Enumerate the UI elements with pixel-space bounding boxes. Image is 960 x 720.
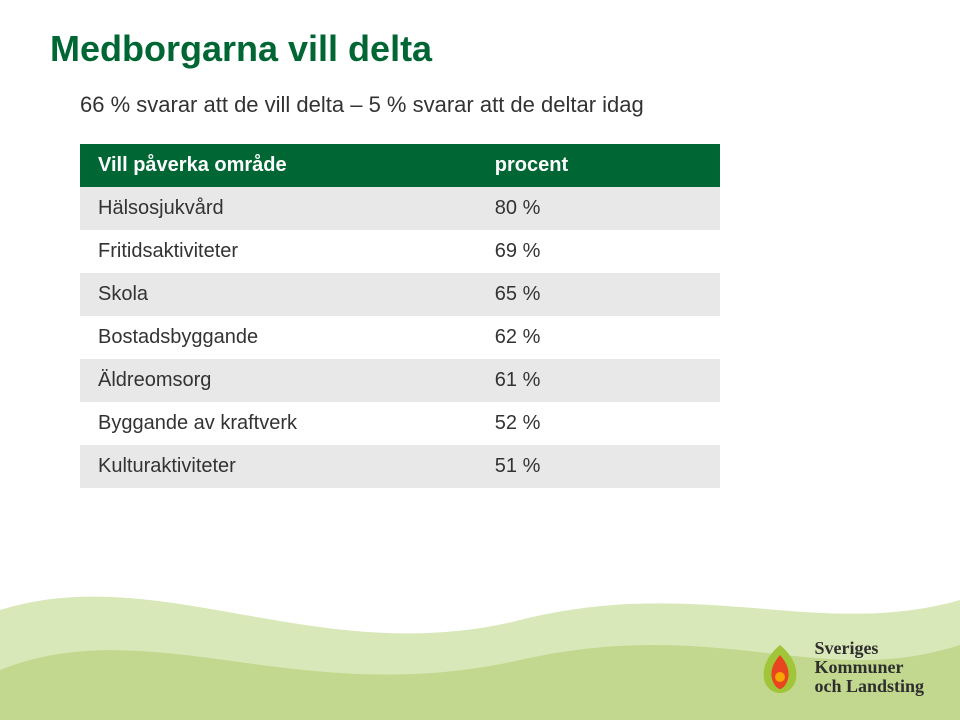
table-cell-area: Kulturaktiviteter <box>80 445 477 488</box>
subtitle: 66 % svarar att de vill delta – 5 % svar… <box>80 92 910 118</box>
table-cell-area: Bostadsbyggande <box>80 316 477 359</box>
table-header-area: Vill påverka område <box>80 144 477 187</box>
table-cell-area: Äldreomsorg <box>80 359 477 402</box>
table-cell-area: Hälsosjukvård <box>80 187 477 230</box>
table-cell-percent: 69 % <box>477 230 720 273</box>
table-cell-percent: 80 % <box>477 187 720 230</box>
page-title: Medborgarna vill delta <box>50 28 910 70</box>
table-cell-percent: 51 % <box>477 445 720 488</box>
table-row: Hälsosjukvård 80 % <box>80 187 720 230</box>
table-header-row: Vill påverka område procent <box>80 144 720 187</box>
logo-line1: Sveriges <box>814 639 924 658</box>
data-table: Vill påverka område procent Hälsosjukvår… <box>80 144 720 488</box>
table-row: Byggande av kraftverk 52 % <box>80 402 720 445</box>
slide: Medborgarna vill delta 66 % svarar att d… <box>0 0 960 720</box>
table-cell-percent: 52 % <box>477 402 720 445</box>
table-cell-area: Skola <box>80 273 477 316</box>
table-row: Fritidsaktiviteter 69 % <box>80 230 720 273</box>
logo-text: Sveriges Kommuner och Landsting <box>814 639 924 696</box>
logo-flame-icon <box>756 641 804 695</box>
table-row: Skola 65 % <box>80 273 720 316</box>
table-cell-percent: 62 % <box>477 316 720 359</box>
table-cell-area: Fritidsaktiviteter <box>80 230 477 273</box>
table-cell-area: Byggande av kraftverk <box>80 402 477 445</box>
table-cell-percent: 61 % <box>477 359 720 402</box>
table-row: Äldreomsorg 61 % <box>80 359 720 402</box>
table-cell-percent: 65 % <box>477 273 720 316</box>
table-row: Bostadsbyggande 62 % <box>80 316 720 359</box>
table-header-percent: procent <box>477 144 720 187</box>
logo: Sveriges Kommuner och Landsting <box>756 639 924 696</box>
logo-line3: och Landsting <box>814 677 924 696</box>
table-row: Kulturaktiviteter 51 % <box>80 445 720 488</box>
logo-line2: Kommuner <box>814 658 924 677</box>
